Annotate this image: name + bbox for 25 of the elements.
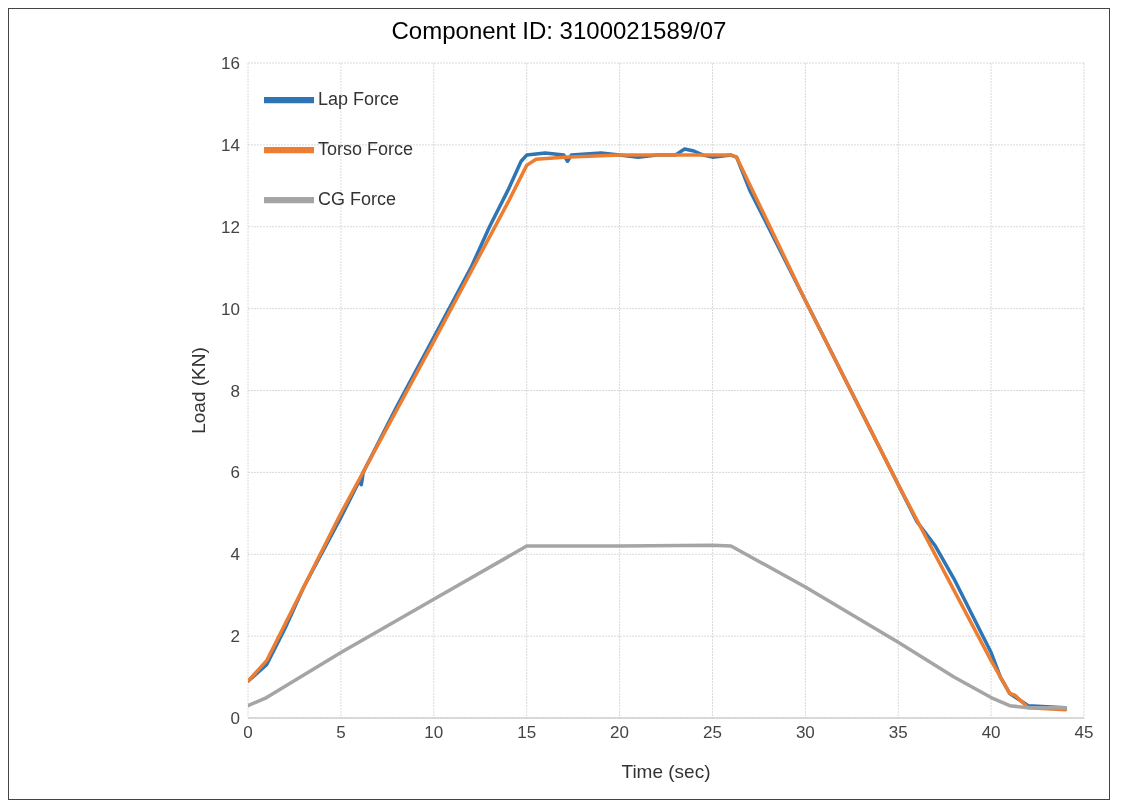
y-tick-label: 14 <box>221 135 241 155</box>
x-tick-label: 35 <box>888 723 908 743</box>
x-tick-label: 45 <box>1074 723 1094 743</box>
x-tick-label: 5 <box>336 723 346 743</box>
x-tick-label: 15 <box>517 723 537 743</box>
y-tick-label: 12 <box>221 217 241 237</box>
y-tick-label: 10 <box>221 299 241 319</box>
x-axis-title: Time (sec) <box>621 761 711 782</box>
x-tick-label: 30 <box>795 723 815 743</box>
y-tick-label: 2 <box>230 627 241 647</box>
x-tick-label: 25 <box>703 723 722 743</box>
y-tick-label: 16 <box>221 54 241 74</box>
y-axis-title: Load (KN) <box>187 347 209 434</box>
y-tick-label: 8 <box>230 381 241 401</box>
chart-title: Component ID: 3100021589/07 <box>390 16 728 46</box>
x-tick-label: 10 <box>424 723 444 743</box>
legend-label: Torso Force <box>318 138 414 159</box>
x-tick-label: 20 <box>610 723 630 743</box>
x-tick-label: 40 <box>981 723 1001 743</box>
legend-label: Lap Force <box>318 88 400 109</box>
legend-label: CG Force <box>318 188 397 209</box>
y-tick-label: 6 <box>230 463 241 483</box>
line-series <box>248 543 1068 710</box>
y-tick-label: 4 <box>230 545 241 565</box>
y-tick-label: 0 <box>230 709 241 729</box>
